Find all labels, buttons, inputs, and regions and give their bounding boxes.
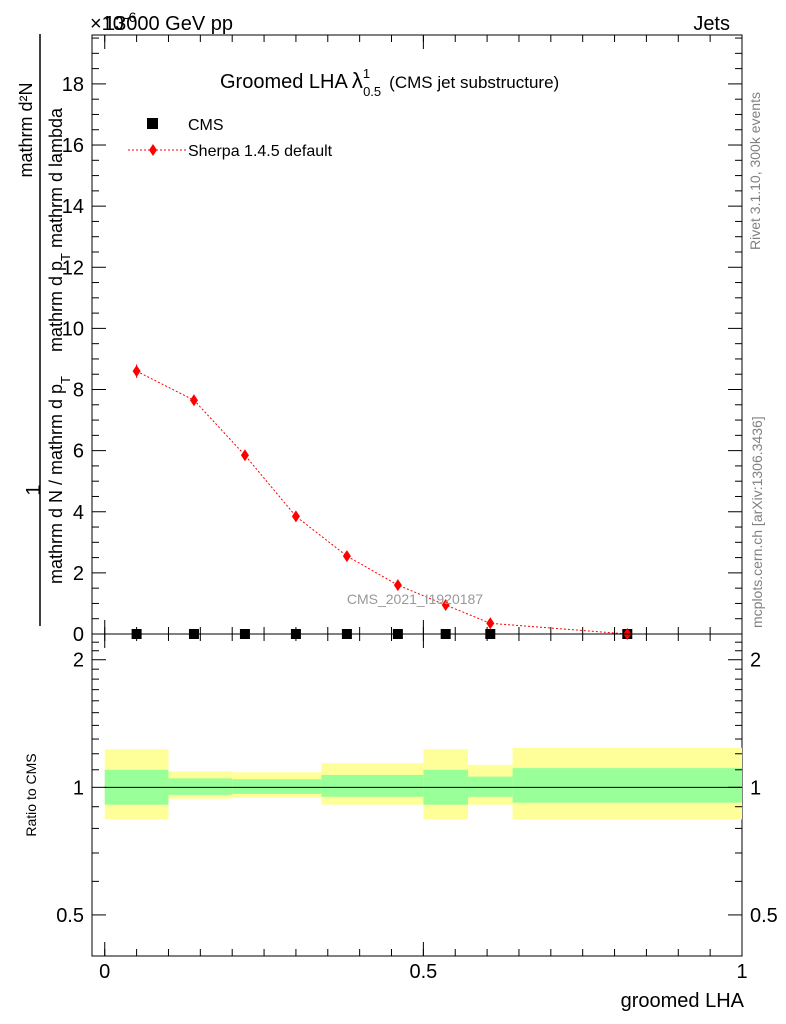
- ratio-band-inner: [168, 778, 233, 795]
- sherpa-line: [136, 370, 628, 635]
- sherpa-point: [189, 394, 198, 407]
- ratio-band-inner: [232, 779, 322, 794]
- xtick-label: 1: [736, 961, 747, 983]
- analysis-watermark: CMS_2021_I1920187: [347, 591, 483, 607]
- sherpa-point: [132, 365, 141, 378]
- main-ytick-label: 2: [73, 563, 84, 585]
- mcplots-label: mcplots.cern.ch [arXiv:1306.3436]: [749, 416, 765, 628]
- main-ytick-label: 16: [62, 135, 84, 157]
- plot-title: Groomed LHA λ1 0.5 (CMS jet substructure): [220, 66, 559, 99]
- sherpa-point: [441, 598, 450, 611]
- main-ytick-label: 8: [73, 380, 84, 402]
- ylabel-inner-denominator: mathrm d pT mathrm d lambda: [46, 107, 73, 352]
- ratio-ylabel: Ratio to CMS: [23, 753, 39, 836]
- main-axes: 0 2 4 6 8 10 12 14 16 18: [62, 35, 743, 646]
- main-ytick-label: 4: [73, 502, 84, 524]
- ratio-band-inner: [512, 768, 742, 803]
- main-ytick-label: 14: [62, 196, 84, 218]
- sherpa-point: [291, 510, 300, 523]
- sherpa-point: [393, 579, 402, 592]
- ratio-ytick-label: 1: [73, 777, 84, 799]
- legend: CMS Sherpa 1.4.5 default: [128, 117, 333, 160]
- legend-sherpa-marker: [149, 144, 157, 156]
- xtick-label: 0: [99, 961, 110, 983]
- legend-sherpa-label: Sherpa 1.4.5 default: [188, 143, 333, 160]
- sherpa-point: [486, 617, 495, 630]
- ylabel-denominator: mathrm d N / mathrm d pT: [46, 376, 73, 584]
- category-label: Jets: [693, 13, 730, 35]
- rivet-label: Rivet 3.1.10, 300k events: [747, 92, 763, 250]
- ratio-band-inner: [321, 774, 424, 797]
- ratio-ytick-label-right: 2: [750, 650, 761, 672]
- main-ytick-label: 10: [62, 318, 84, 340]
- ratio-band-inner: [467, 776, 513, 797]
- ratio-ytick-label: 0.5: [56, 905, 84, 927]
- main-ytick-label: 12: [62, 257, 84, 279]
- main-ytick-label: 18: [62, 74, 84, 96]
- ratio-ytick-label: 2: [73, 650, 84, 672]
- main-ytick-label: 6: [73, 441, 84, 463]
- sherpa-point: [240, 449, 249, 462]
- main-ytick-label: 0: [73, 624, 84, 646]
- ratio-ytick-label-right: 1: [750, 777, 761, 799]
- legend-cms-label: CMS: [188, 117, 224, 134]
- ratio-axes: 0 0.5 1 0.5 0.5 1 1 2 2: [56, 634, 778, 983]
- exponent-sup: -6: [124, 9, 137, 25]
- legend-cms-marker: [147, 118, 158, 129]
- ylabel-inner-numerator: mathrm d²N: [16, 82, 36, 177]
- exponent-label: ×10-6: [90, 9, 137, 35]
- energy-label: 13000 GeV pp: [104, 13, 233, 35]
- sherpa-point: [342, 550, 351, 563]
- main-ylabel: 1 mathrm d N / mathrm d pT mathrm d²N ma…: [16, 34, 73, 626]
- ylabel-numerator: 1: [23, 484, 45, 495]
- xtick-label: 0.5: [409, 961, 437, 983]
- xaxis-label: groomed LHA: [621, 990, 745, 1012]
- ratio-ytick-label-right: 0.5: [750, 905, 778, 927]
